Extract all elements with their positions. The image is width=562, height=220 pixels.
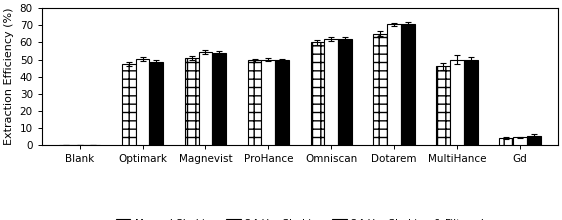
Bar	[122, 64, 135, 145]
Bar	[450, 60, 464, 145]
Bar	[185, 58, 198, 145]
Bar	[275, 61, 289, 145]
Y-axis label: Extraction Efficiency (%): Extraction Efficiency (%)	[4, 8, 14, 145]
Bar	[338, 39, 352, 145]
Bar	[513, 138, 527, 145]
Bar	[527, 136, 541, 145]
Legend: Manual Shaking, 24 Hrs Shaking, 24 Hrs Shaking & Filtered: Manual Shaking, 24 Hrs Shaking, 24 Hrs S…	[112, 215, 488, 220]
Bar	[149, 62, 164, 145]
Bar	[499, 138, 513, 145]
Bar	[261, 60, 275, 145]
Bar	[374, 34, 387, 145]
Bar	[464, 60, 478, 145]
Bar	[248, 61, 261, 145]
Bar	[324, 39, 338, 145]
Bar	[198, 52, 212, 145]
Bar	[212, 53, 226, 145]
Bar	[437, 66, 450, 145]
Bar	[401, 24, 415, 145]
Bar	[135, 59, 149, 145]
Bar	[387, 24, 401, 145]
Bar	[311, 42, 324, 145]
